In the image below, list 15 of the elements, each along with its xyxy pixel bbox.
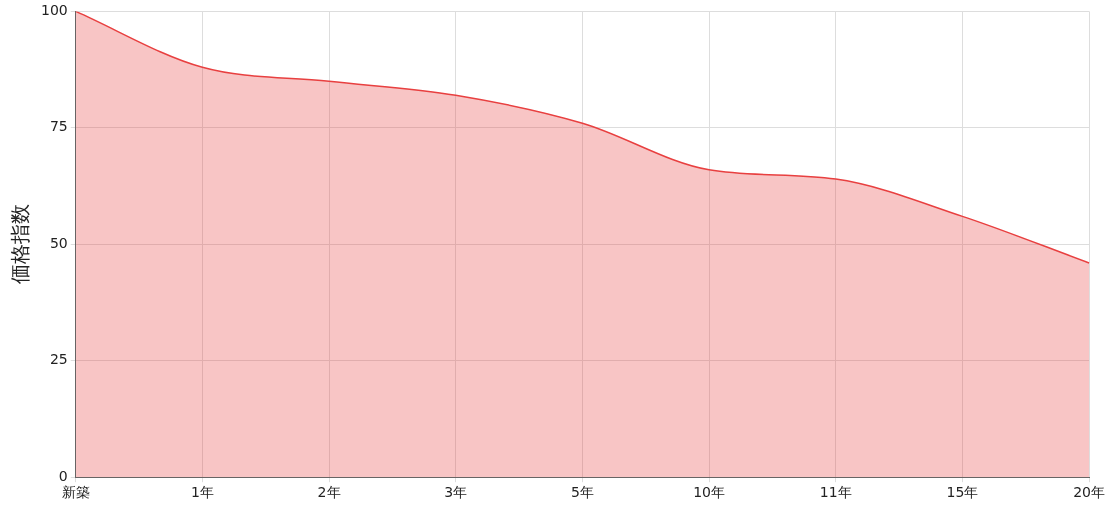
y-tick-label: 50 — [49, 234, 68, 251]
x-tick-label: 3年 — [444, 484, 468, 501]
y-tick-label: 75 — [49, 118, 68, 135]
x-tick-label: 5年 — [570, 484, 594, 501]
x-tick-label: 2年 — [317, 484, 341, 501]
y-axis-title: 価格指数 — [8, 204, 33, 285]
x-tick-label: 15年 — [946, 484, 979, 501]
y-tick-label: 100 — [40, 2, 68, 19]
x-tick-label: 10年 — [693, 484, 725, 501]
x-tick-label: 1年 — [190, 484, 214, 501]
x-tick-label: 新築 — [61, 484, 90, 501]
y-tick-label: 0 — [58, 467, 68, 484]
y-tick-label: 25 — [49, 351, 68, 368]
x-tick-label: 20年 — [1073, 484, 1106, 501]
x-tick-label: 11年 — [819, 484, 852, 501]
